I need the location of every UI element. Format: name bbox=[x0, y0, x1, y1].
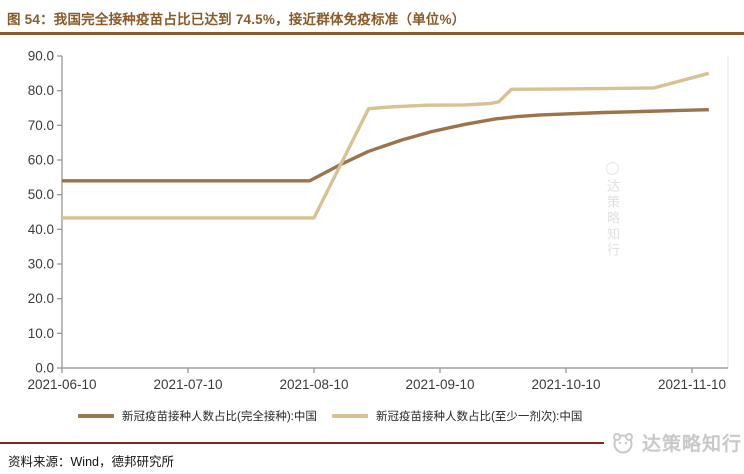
legend-swatch-full-dose bbox=[78, 414, 114, 418]
cat-logo-icon bbox=[612, 432, 633, 453]
y-axis-tick-label: 80.0 bbox=[28, 83, 54, 98]
chart-title: 图 54：我国完全接种疫苗占比已达到 74.5%，接近群体免疫标准（单位%） bbox=[7, 12, 466, 27]
source-divider bbox=[0, 442, 744, 444]
x-axis-tick-label: 2021-10-10 bbox=[531, 377, 600, 392]
source-text: 资料来源：Wind，德邦研究所 bbox=[8, 455, 174, 469]
watermark-logo-icon bbox=[606, 162, 619, 175]
x-axis-tick-label: 2021-08-10 bbox=[279, 377, 348, 392]
x-axis-tick-label: 2021-06-10 bbox=[27, 377, 96, 392]
vaccination-line-chart: 0.0 10.0 20.0 30.0 40.0 50.0 60.0 70.0 80.0 90.0 2… bbox=[27, 49, 729, 392]
x-axis-tick-label: 2021-07-10 bbox=[153, 377, 222, 392]
y-axis-tick-label: 60.0 bbox=[28, 153, 54, 168]
legend-item-full-dose: 新冠疫苗接种人数占比(完全接种):中国 bbox=[78, 408, 317, 424]
y-axis-tick-label: 0.0 bbox=[35, 361, 54, 376]
legend-label-one-dose: 新冠疫苗接种人数占比(至少一剂次):中国 bbox=[376, 411, 583, 423]
y-axis-tick-label: 70.0 bbox=[28, 118, 54, 133]
series-line-full-dose bbox=[62, 108, 709, 183]
y-axis-tick-label: 90.0 bbox=[28, 49, 54, 64]
watermark-vertical-text: 达策略知行 bbox=[605, 179, 620, 259]
y-axis-tick-label: 40.0 bbox=[28, 222, 54, 237]
brand-watermark-text: 达策略知行 bbox=[641, 434, 742, 455]
y-axis-tick-label: 30.0 bbox=[28, 257, 54, 272]
y-axis-tick-label: 50.0 bbox=[28, 187, 54, 202]
legend-item-one-dose: 新冠疫苗接种人数占比(至少一剂次):中国 bbox=[332, 408, 582, 424]
y-axis-tick-label: 20.0 bbox=[28, 291, 54, 306]
legend-label-full-dose: 新冠疫苗接种人数占比(完全接种):中国 bbox=[122, 411, 317, 423]
x-axis-tick-label: 2021-11-10 bbox=[658, 377, 726, 392]
legend-swatch-one-dose bbox=[332, 414, 368, 418]
y-axis-tick-label: 10.0 bbox=[28, 326, 54, 341]
x-axis-tick-label: 2021-09-10 bbox=[405, 377, 474, 392]
series-line-one-dose bbox=[62, 71, 710, 220]
title-divider bbox=[0, 32, 744, 35]
faint-vertical-watermark: 达策略知行 bbox=[603, 162, 622, 259]
brand-watermark: 达策略知行 bbox=[603, 427, 744, 458]
